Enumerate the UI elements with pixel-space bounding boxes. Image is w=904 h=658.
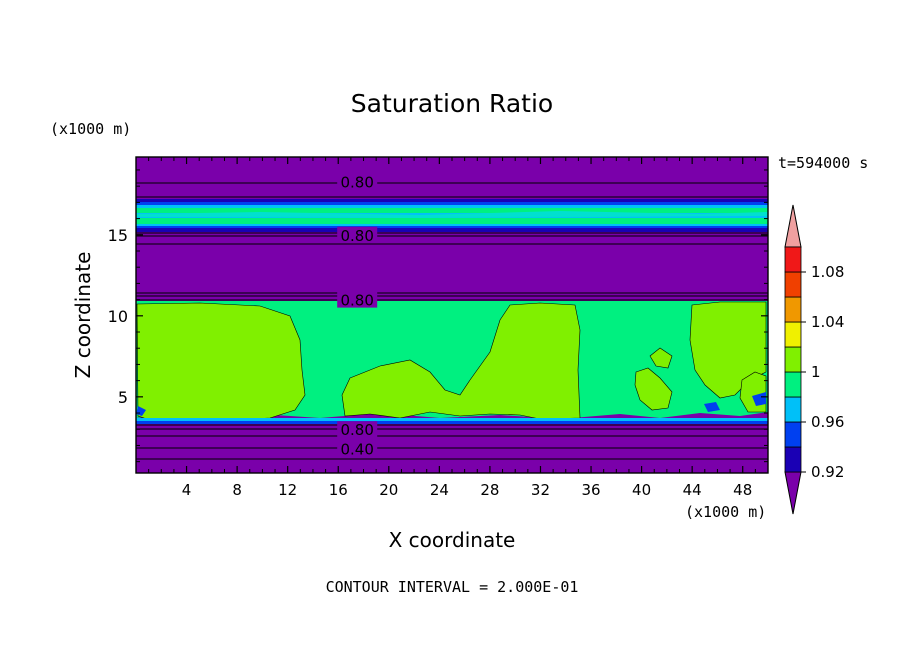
- x-tick-label: 44: [683, 481, 702, 499]
- cloud-region: [649, 347, 673, 369]
- contour-label-bg: [337, 226, 378, 243]
- colorbar-swatch: [784, 271, 802, 298]
- colorbar-swatch: [784, 396, 802, 423]
- colorbar-swatch: [784, 346, 802, 373]
- x-tick-label: 4: [182, 481, 192, 499]
- x-tick-label: 16: [329, 481, 348, 499]
- x-axis: 4 8 12 16 20 24 28 32 36 40 44 48: [148, 157, 756, 499]
- x-unit-label: (x1000 m): [685, 503, 766, 521]
- moist-base-cyan: [136, 418, 768, 422]
- contour-lines: [136, 182, 768, 460]
- upper-layer-cyan-streaks: [136, 211, 768, 218]
- x-tick-label: 48: [733, 481, 752, 499]
- x-axis-label: X coordinate: [389, 528, 516, 552]
- colorbar-arrow-low: [784, 471, 802, 515]
- x-tick-label: 8: [232, 481, 242, 499]
- y-tick-label: 5: [118, 388, 128, 407]
- contour-label-bg: [337, 421, 378, 438]
- x-tick-label: 36: [581, 481, 600, 499]
- x-tick-label: 40: [632, 481, 651, 499]
- x-tick-label: 20: [379, 481, 398, 499]
- contour-label-bg: [337, 291, 378, 308]
- upper-layer-navy: [136, 228, 768, 232]
- colorbar-swatch: [784, 421, 802, 448]
- colorbar-swatch: [784, 446, 802, 473]
- cloud-region: [689, 301, 767, 399]
- x-tick-label: 24: [430, 481, 449, 499]
- chart-title: Saturation Ratio: [351, 89, 553, 118]
- contour-label: 0.80: [340, 421, 373, 439]
- colorbar-tick-label: 1.08: [811, 263, 844, 281]
- colorbar: 0.92 0.96 1 1.04 1.08: [784, 204, 844, 515]
- plot-area: 0.80 0.80 0.80 0.80 0.40: [136, 157, 768, 473]
- colorbar-tick-label: 0.96: [811, 413, 844, 431]
- contour-label: 0.80: [340, 227, 373, 245]
- x-tick-label: 28: [480, 481, 499, 499]
- colorbar-tick-label: 0.92: [811, 463, 844, 481]
- colorbar-swatch: [784, 246, 802, 273]
- colorbar-swatch: [784, 321, 802, 348]
- upper-layer-green: [136, 208, 768, 213]
- upper-layer-navy: [136, 199, 768, 202]
- moist-base-blue: [136, 421, 768, 424]
- cloud-region: [634, 367, 673, 411]
- x-tick-label: 12: [278, 481, 297, 499]
- y-tick-label: 15: [108, 226, 128, 245]
- y-tick-label: 10: [108, 307, 128, 326]
- contour-labels: 0.80 0.80 0.80 0.80 0.40: [337, 173, 378, 459]
- contour-label: 0.80: [340, 173, 373, 191]
- colorbar-swatch: [784, 296, 802, 323]
- contour-label-bg: [337, 440, 378, 457]
- contour-label-bg: [337, 173, 378, 190]
- colorbar-swatch: [784, 371, 802, 398]
- time-label: t=594000 s: [778, 154, 868, 172]
- cloud-region: [136, 302, 306, 422]
- y-unit-label: (x1000 m): [50, 120, 131, 138]
- y-axis-label: Z coordinate: [71, 252, 95, 379]
- contour-label: 0.40: [340, 441, 373, 459]
- upper-layer-green: [136, 218, 768, 224]
- colorbar-tick-label: 1.04: [811, 313, 844, 331]
- colorbar-arrow-high: [784, 204, 802, 248]
- x-tick-label: 32: [531, 481, 550, 499]
- contour-interval-note: CONTOUR INTERVAL = 2.000E-01: [326, 578, 579, 596]
- contour-label: 0.80: [340, 292, 373, 310]
- colorbar-tick-label: 1: [811, 363, 821, 381]
- y-axis: 5 10 15: [108, 169, 768, 463]
